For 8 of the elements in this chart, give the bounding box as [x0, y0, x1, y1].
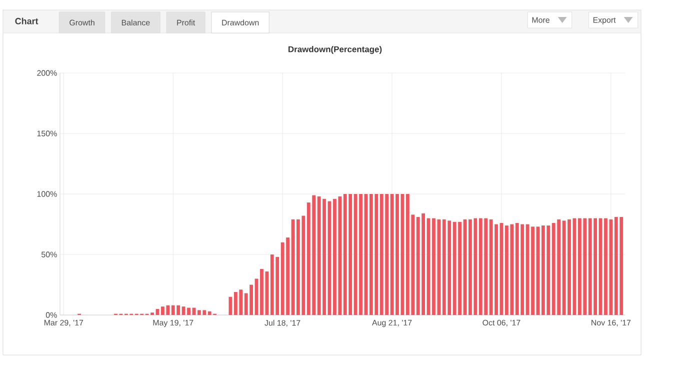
bar	[187, 308, 190, 315]
bar	[568, 219, 571, 315]
bar	[228, 296, 232, 315]
bar	[531, 226, 534, 315]
text: Chart	[15, 18, 38, 24]
bar	[359, 194, 362, 315]
chart-title: Drawdown(Percentage)	[288, 46, 382, 54]
bar	[192, 308, 196, 315]
